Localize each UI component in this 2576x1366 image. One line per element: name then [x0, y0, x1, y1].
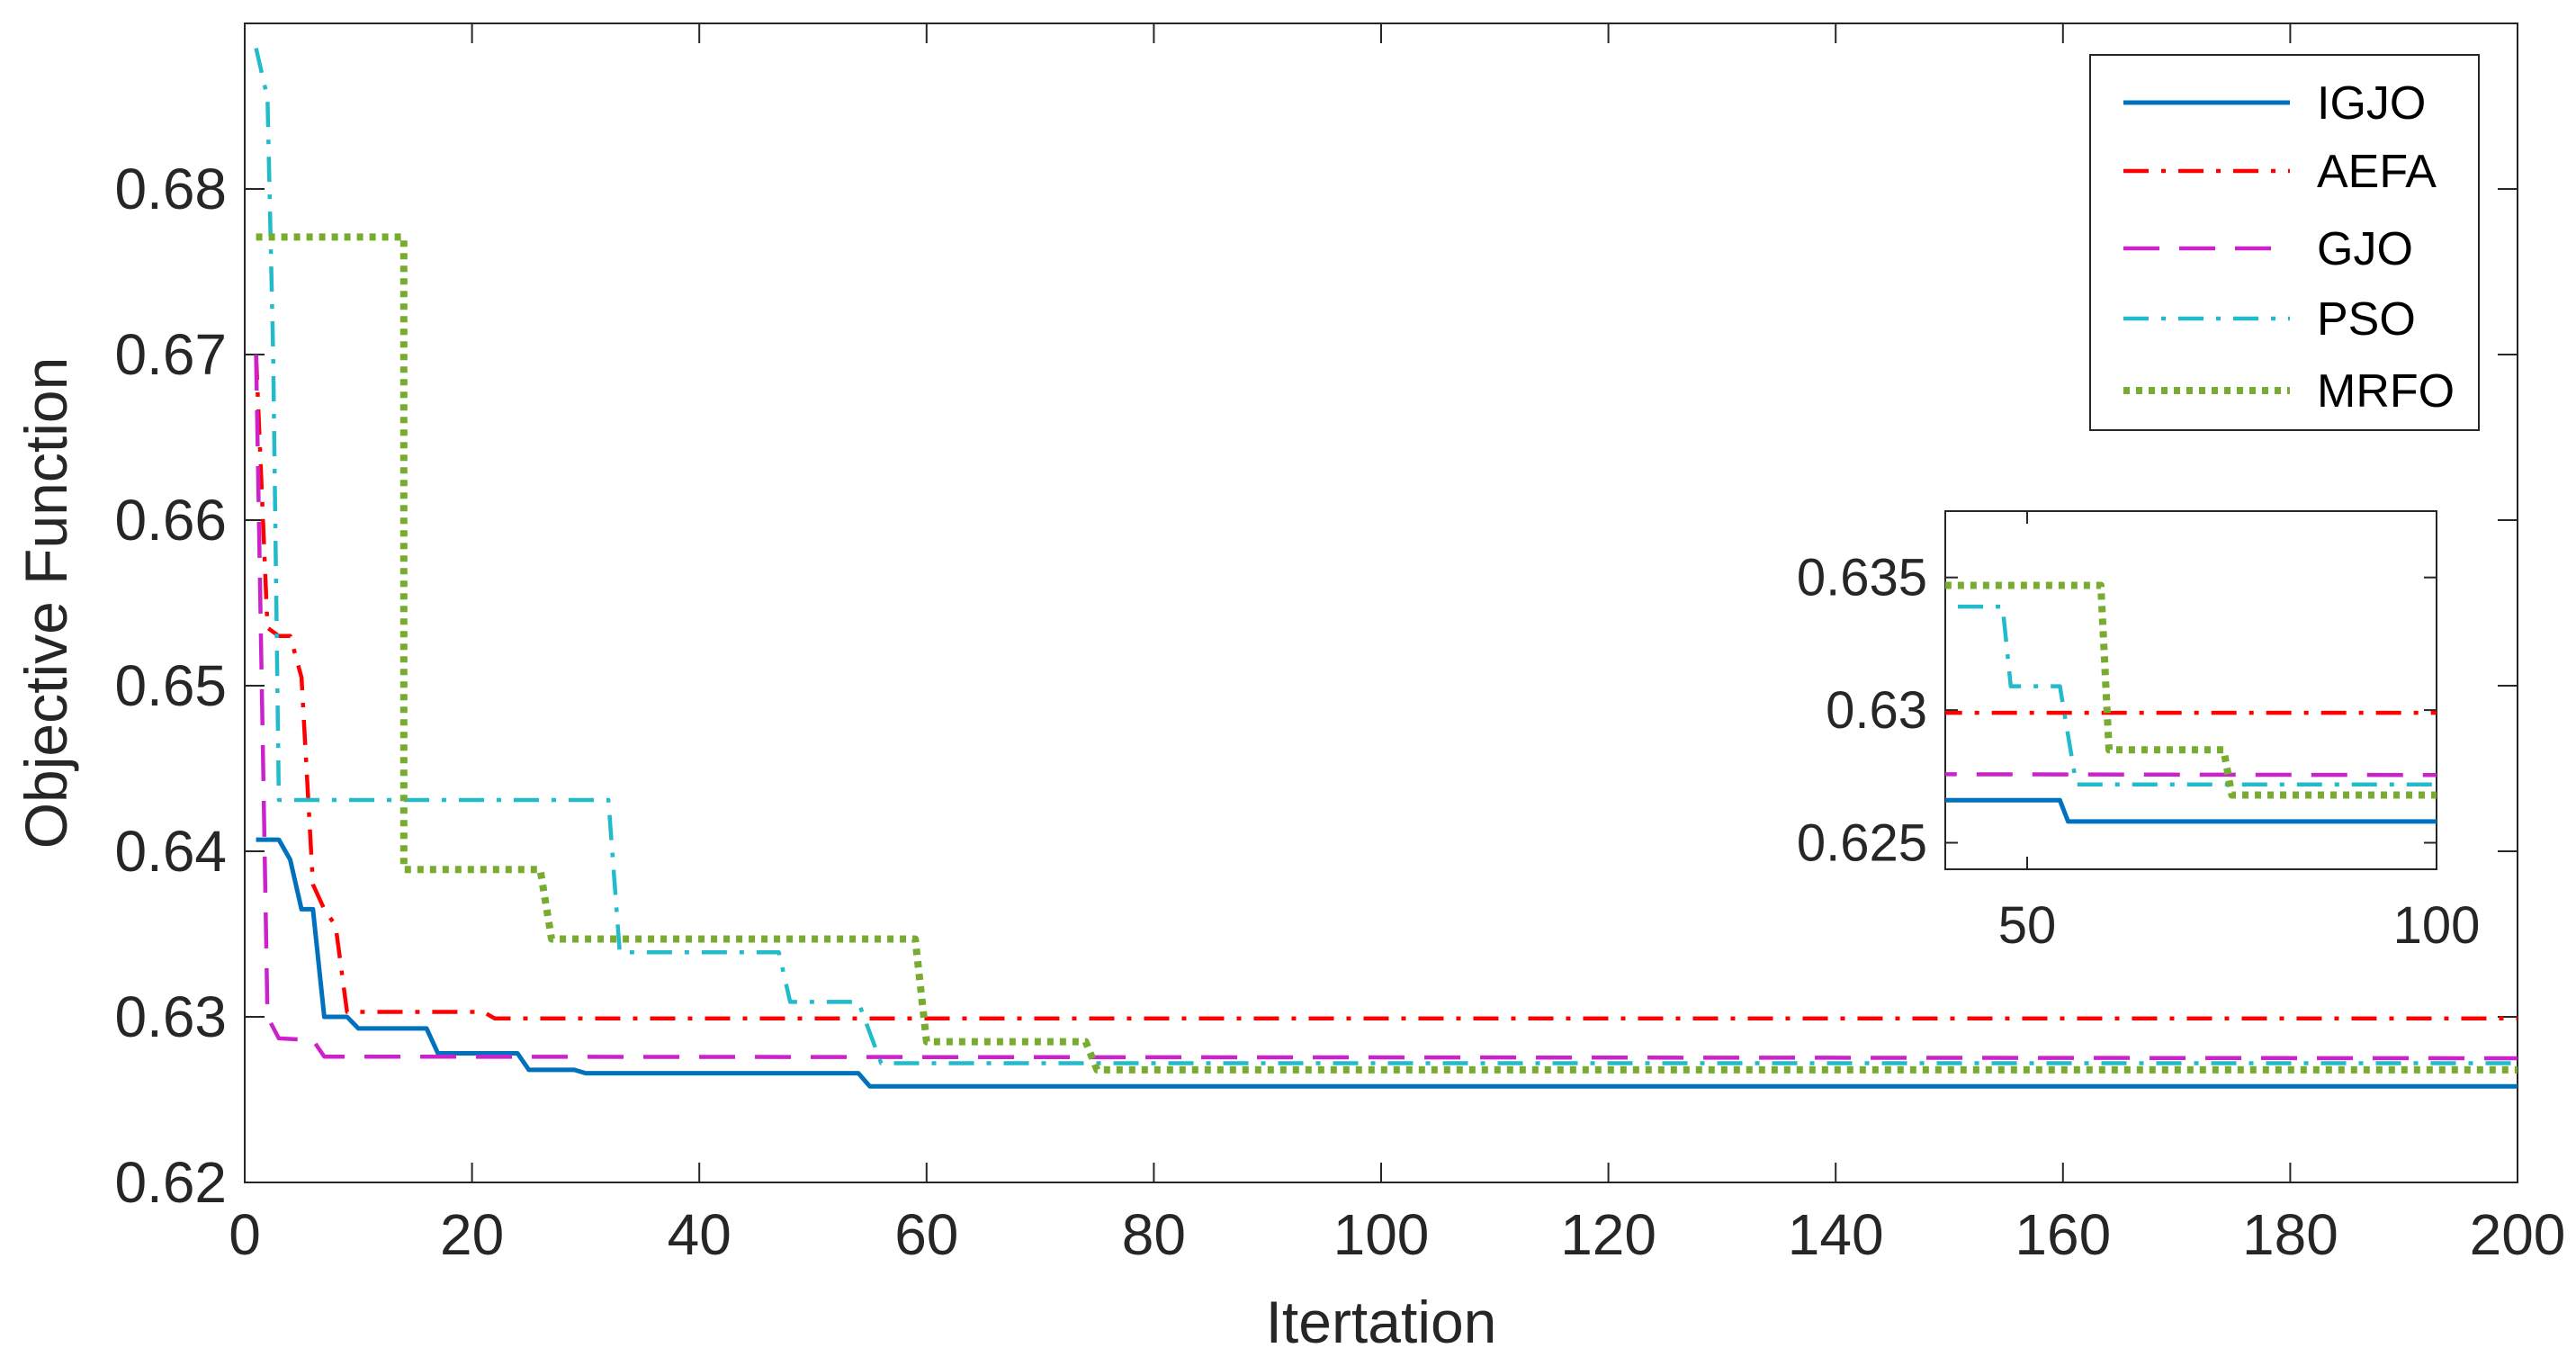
inset-y-tick-label: 0.63 — [1826, 681, 1927, 740]
series-pso-line — [254, 48, 2518, 1065]
inset-y-tick-label: 0.625 — [1797, 814, 1927, 873]
x-tick-label: 80 — [1122, 1202, 1186, 1267]
main-axis-ticks: 0 20 40 60 80 100 120 140 160 180 200 0.62 0.63 0.64 0… — [114, 23, 2565, 1267]
x-tick-label: 60 — [894, 1202, 958, 1267]
x-tick-label: 200 — [2470, 1202, 2566, 1267]
series-mrfo-line — [256, 233, 2518, 1074]
series-gjo-line — [254, 354, 2518, 1061]
inset-y-tick-label: 0.635 — [1797, 549, 1927, 607]
x-tick-label: 100 — [1333, 1202, 1430, 1267]
y-tick-label: 0.62 — [114, 1150, 227, 1215]
series-igjo-line — [256, 837, 2518, 1089]
x-axis-label: Itertation — [1266, 1289, 1497, 1355]
legend-label-aefa: AEFA — [2317, 146, 2437, 198]
legend-label-mrfo: MRFO — [2317, 365, 2455, 418]
x-tick-label: 180 — [2242, 1202, 2338, 1267]
x-tick-label: 140 — [1788, 1202, 1884, 1267]
legend-label-gjo: GJO — [2317, 223, 2413, 275]
y-tick-label: 0.66 — [114, 488, 227, 553]
y-tick-label: 0.63 — [114, 984, 227, 1049]
inset-series-mrfo-line — [1945, 581, 2437, 799]
y-axis-label: Objective Function — [13, 357, 79, 849]
inset-x-tick-label: 100 — [2393, 896, 2481, 955]
y-tick-label: 0.67 — [114, 322, 227, 387]
legend-box — [2089, 54, 2480, 431]
inset-zoom-chart: 50 100 0.625 0.63 0.635 — [1797, 510, 2481, 955]
x-tick-label: 160 — [2015, 1202, 2111, 1267]
main-series-lines — [254, 48, 2518, 1089]
inset-plot-area — [1944, 510, 2437, 870]
y-tick-label: 0.68 — [114, 157, 227, 221]
inset-series-lines — [1945, 581, 2437, 824]
legend: IGJO AEFA GJO PSO MRFO — [2089, 54, 2480, 431]
legend-label-igjo: IGJO — [2317, 77, 2426, 130]
y-tick-label: 0.64 — [114, 819, 227, 884]
inset-axis-ticks: 50 100 0.625 0.63 0.635 — [1797, 511, 2481, 955]
x-tick-label: 40 — [668, 1202, 732, 1267]
x-tick-label: 20 — [440, 1202, 504, 1267]
y-tick-label: 0.65 — [114, 653, 227, 718]
x-tick-label: 0 — [229, 1202, 261, 1267]
x-tick-label: 120 — [1560, 1202, 1656, 1267]
legend-label-pso: PSO — [2317, 293, 2416, 346]
inset-x-tick-label: 50 — [1998, 896, 2057, 955]
